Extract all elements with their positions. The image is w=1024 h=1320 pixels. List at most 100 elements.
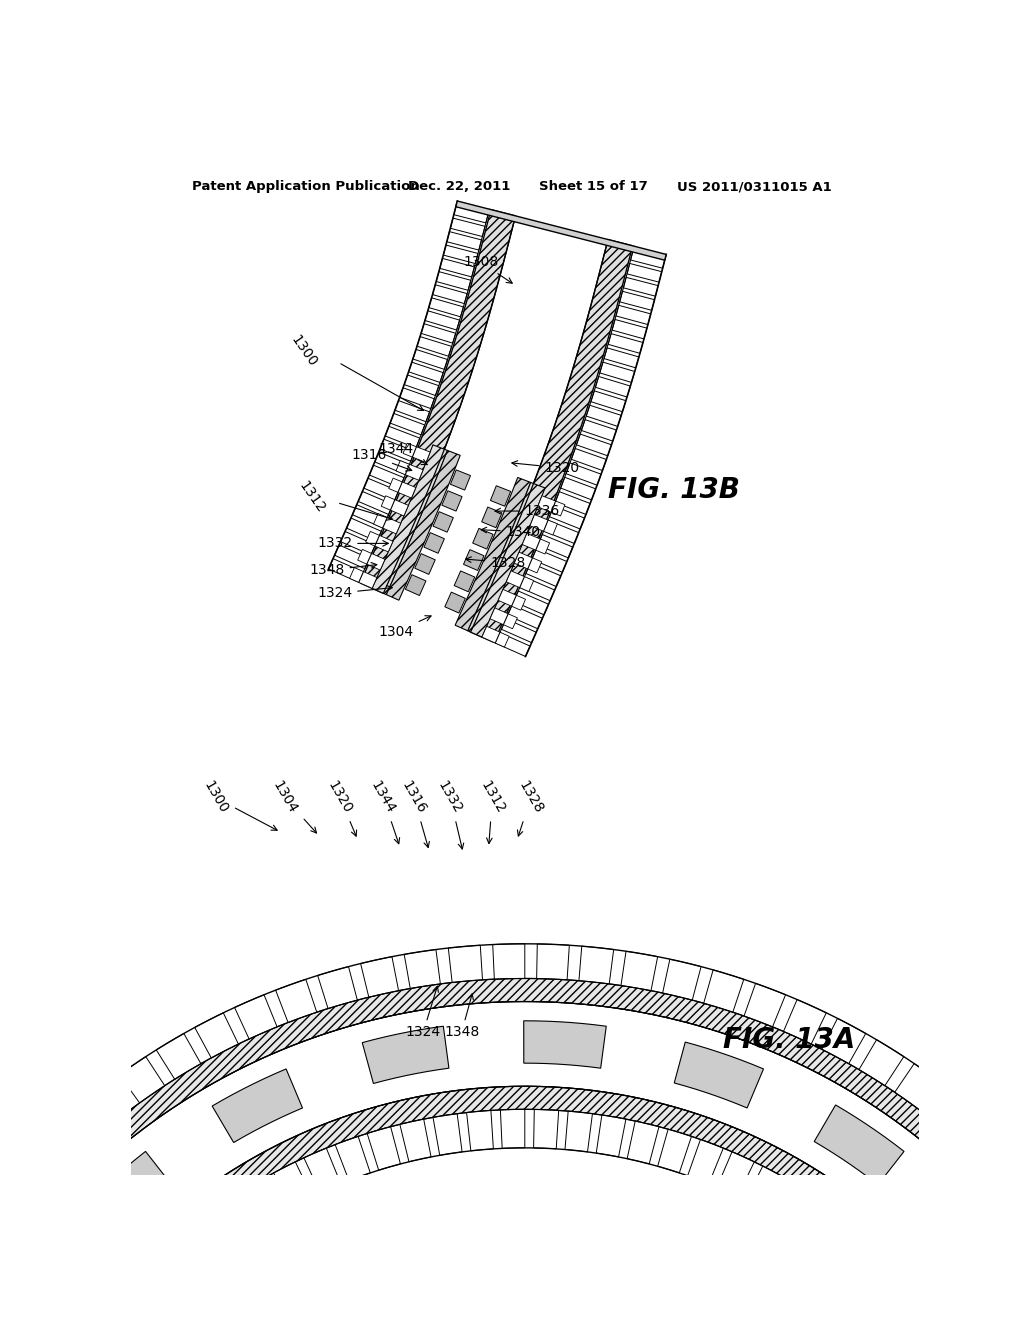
Polygon shape (212, 1069, 302, 1143)
Polygon shape (595, 376, 631, 397)
Text: 1312: 1312 (477, 779, 507, 843)
Polygon shape (383, 216, 608, 632)
Text: 1300: 1300 (288, 333, 319, 370)
Polygon shape (703, 970, 743, 1012)
Polygon shape (451, 218, 485, 236)
Polygon shape (0, 1002, 1024, 1320)
Polygon shape (962, 1118, 1008, 1166)
Polygon shape (534, 1109, 559, 1148)
Polygon shape (364, 478, 398, 502)
Polygon shape (413, 350, 447, 370)
Polygon shape (992, 1148, 1024, 1196)
Polygon shape (368, 1127, 400, 1171)
Polygon shape (120, 1056, 165, 1104)
Polygon shape (893, 1290, 938, 1320)
Polygon shape (657, 1129, 691, 1173)
Text: 1332: 1332 (317, 536, 388, 550)
Polygon shape (304, 1148, 341, 1193)
Polygon shape (389, 478, 416, 498)
Polygon shape (352, 504, 387, 528)
Polygon shape (436, 272, 471, 290)
Text: 1336: 1336 (495, 504, 560, 517)
Polygon shape (105, 1191, 944, 1320)
Polygon shape (164, 1236, 207, 1280)
Polygon shape (50, 1110, 97, 1156)
Polygon shape (19, 1140, 66, 1187)
Polygon shape (522, 533, 550, 554)
Polygon shape (443, 246, 478, 264)
Polygon shape (424, 532, 444, 553)
Polygon shape (195, 1012, 239, 1057)
Polygon shape (360, 957, 398, 997)
Polygon shape (156, 1245, 894, 1320)
Polygon shape (335, 545, 370, 569)
Polygon shape (329, 558, 364, 582)
Text: 1340: 1340 (481, 525, 541, 539)
Text: 1316: 1316 (399, 779, 429, 847)
Polygon shape (395, 400, 430, 421)
Polygon shape (520, 577, 555, 601)
Text: 1332: 1332 (435, 779, 465, 849)
Text: 1316: 1316 (351, 447, 412, 471)
Polygon shape (433, 1114, 462, 1155)
Polygon shape (7, 1086, 1024, 1320)
Polygon shape (386, 450, 460, 601)
Polygon shape (409, 362, 443, 383)
Polygon shape (490, 609, 517, 628)
Polygon shape (439, 259, 474, 277)
Polygon shape (872, 1266, 916, 1309)
Polygon shape (406, 574, 426, 595)
Polygon shape (627, 264, 662, 282)
Polygon shape (375, 453, 410, 474)
Polygon shape (275, 979, 316, 1023)
Polygon shape (688, 1139, 723, 1184)
Polygon shape (140, 1259, 184, 1303)
Polygon shape (608, 334, 643, 354)
Text: US 2011/0311015 A1: US 2011/0311015 A1 (677, 181, 833, 194)
Polygon shape (571, 449, 606, 470)
Polygon shape (482, 626, 509, 647)
Polygon shape (317, 966, 357, 1008)
Polygon shape (744, 983, 785, 1027)
Polygon shape (358, 491, 393, 515)
Text: FIG. 13B: FIG. 13B (608, 475, 739, 503)
Text: Sheet 15 of 17: Sheet 15 of 17 (539, 181, 647, 194)
Polygon shape (717, 1152, 755, 1196)
Polygon shape (449, 945, 482, 982)
Polygon shape (523, 1020, 606, 1068)
Polygon shape (0, 978, 1024, 1320)
Polygon shape (399, 1119, 431, 1162)
Polygon shape (822, 1018, 865, 1064)
Polygon shape (514, 552, 542, 573)
Polygon shape (506, 570, 534, 591)
Polygon shape (530, 515, 557, 535)
Polygon shape (216, 1195, 257, 1241)
Polygon shape (421, 323, 456, 343)
Text: 1344: 1344 (369, 779, 399, 843)
Polygon shape (0, 1206, 9, 1251)
Polygon shape (596, 1115, 626, 1156)
Polygon shape (800, 1200, 841, 1246)
Polygon shape (189, 1214, 231, 1259)
Polygon shape (399, 455, 518, 626)
Polygon shape (620, 292, 654, 310)
Polygon shape (531, 549, 567, 573)
Polygon shape (582, 420, 616, 441)
Text: Dec. 22, 2011: Dec. 22, 2011 (408, 181, 510, 194)
Text: Patent Application Publication: Patent Application Publication (193, 181, 420, 194)
Polygon shape (538, 535, 572, 558)
Polygon shape (467, 1110, 494, 1151)
Polygon shape (934, 1205, 1018, 1294)
Polygon shape (1021, 1181, 1024, 1228)
Polygon shape (97, 1309, 141, 1320)
Polygon shape (624, 277, 658, 296)
Polygon shape (433, 512, 454, 532)
Polygon shape (526, 562, 561, 586)
Polygon shape (471, 239, 633, 643)
Polygon shape (403, 444, 430, 462)
Polygon shape (604, 348, 639, 368)
Polygon shape (245, 1177, 285, 1222)
Polygon shape (446, 231, 481, 249)
Text: 1312: 1312 (296, 479, 328, 516)
Polygon shape (468, 482, 545, 638)
